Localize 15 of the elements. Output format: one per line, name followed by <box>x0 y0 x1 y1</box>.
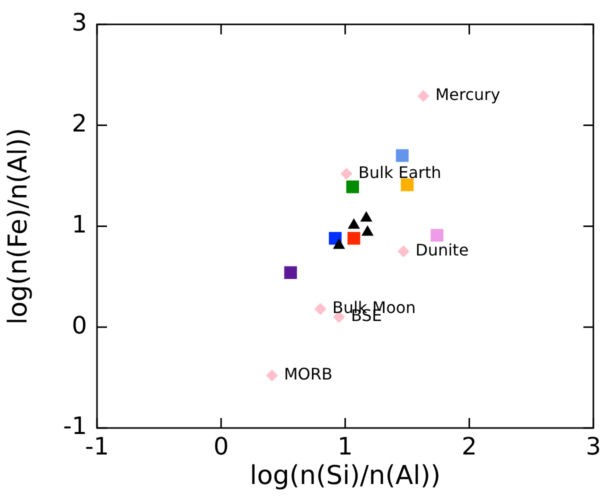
annotation: Dunite <box>416 240 469 260</box>
annotation: Mercury <box>435 85 500 104</box>
y-tick-label: 3 <box>72 8 87 37</box>
y-tick-label: 1 <box>72 210 87 238</box>
y-tick-label: 0 <box>72 311 87 340</box>
annotation: MORB <box>284 364 332 384</box>
annotation: Bulk Earth <box>358 162 442 182</box>
x-tick-label: 0 <box>213 432 229 461</box>
x-tick-label: 2 <box>462 432 477 461</box>
x-tick-label: 1 <box>338 432 353 461</box>
x-axis-title: log(n(Si)/n(Al)) <box>250 461 441 492</box>
y-tick-label: -1 <box>63 412 87 440</box>
y-tick-label: 2 <box>72 110 87 138</box>
x-tick-label: 3 <box>586 432 602 461</box>
y-axis-title: log(n(Fe)/n(Al)) <box>3 128 34 325</box>
